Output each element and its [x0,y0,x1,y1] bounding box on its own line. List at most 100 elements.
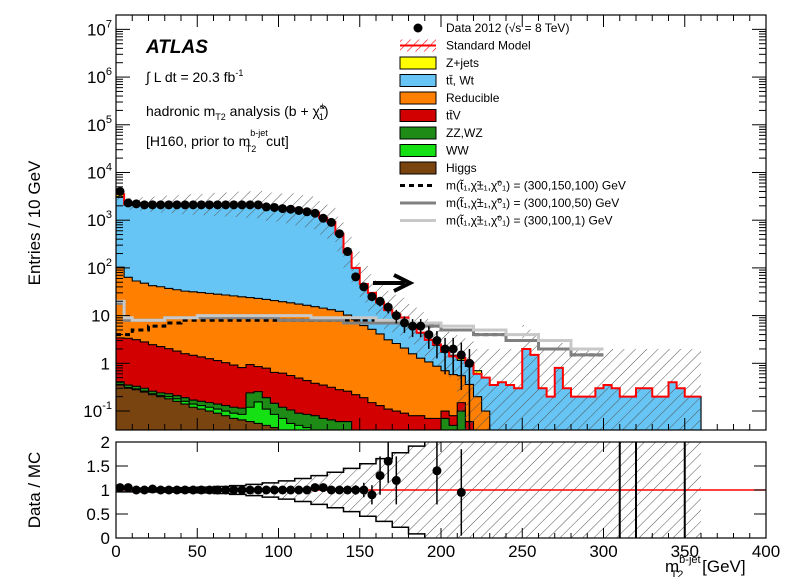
legend-swatch [399,161,437,175]
analysis-label: hadronic mT2 analysis (b + χ̃± 1) [146,101,329,122]
ratio-band-upper [116,442,426,489]
ratio-y-axis-title: Data / MC [25,452,44,529]
legend-item: m(t̃₁,χ̃±₁,χ̃⁰₁) = (300,100,1) GeV [400,213,613,228]
legend-label: Reducible [446,91,500,105]
main-plot: 10-1 1 10 102 103 104 105 106 107 ATLAS ∫ L dt =… [25,14,767,431]
region-label: [H160, prior to mb-jet T2 cut] [146,128,289,154]
legend-label: Higgs [446,161,477,175]
x-tick-label: 250 [508,542,536,561]
ratio-point [172,485,182,495]
data-point [172,200,182,210]
ratio-point [253,485,263,495]
data-point [229,200,239,210]
data-point [139,200,149,210]
ratio-point [196,485,206,495]
y-tick-label: 103 [87,209,112,230]
data-point [148,200,158,210]
ratio-point [123,483,133,493]
legend-label: tt̄V [446,109,461,123]
ratio-point [131,485,141,495]
x-tick-label: 400 [752,542,780,561]
legend-swatch [399,109,437,122]
legend-item: Standard Model [400,39,531,53]
ratio-point [343,485,353,495]
legend-item: tt̄V [399,109,461,123]
legend-swatch [399,56,437,70]
data-point [286,204,296,214]
ratio-y-tick-label: 2 [101,433,110,452]
cut-arrow [373,273,415,293]
ratio-y-tick-label: 0.5 [86,505,110,524]
legend-label: Standard Model [446,39,531,53]
x-tick-label: 50 [188,542,207,561]
atlas-label: ATLAS [145,37,208,58]
stack-higgs [116,384,288,430]
data-point [204,200,214,210]
data-point [464,358,474,368]
ratio-point [359,485,369,495]
legend-item: Z+jets [399,56,479,70]
ratio-point [302,485,312,495]
ratio-point [456,487,466,497]
legend-item: Higgs [399,161,477,175]
data-point [213,200,223,210]
legend-label: WW [446,144,469,158]
legend-label: tt̄, Wt [446,74,475,88]
data-point [416,321,426,331]
data-point [424,330,434,340]
data-point [432,336,442,346]
data-point [188,200,198,210]
legend-item: ZZ,WZ [399,126,483,140]
legend-label: m(t̃₁,χ̃±₁,χ̃⁰₁) = (300,100,50) GeV [446,195,619,210]
ratio-point [221,485,231,495]
y-axis-title: Entries / 10 GeV [25,160,44,285]
data-point [359,282,369,292]
data-point [391,311,401,321]
data-point [278,204,288,214]
data-point [399,318,409,328]
y-tick-label: 10 [91,307,110,326]
data-point [367,292,377,302]
y-tick-label: 106 [87,66,112,87]
data-point [375,296,385,306]
data-point [221,200,231,210]
data-point [440,344,450,354]
data-point [253,200,263,210]
x-tick-label: 300 [589,542,617,561]
data-point [180,200,190,210]
legend-label: m(t̃₁,χ̃±₁,χ̃⁰₁) = (300,100,1) GeV [446,213,613,228]
ratio-point [139,485,149,495]
legend: Data 2012 (√s = 8 TeV) Standard Model Z+je… [399,21,626,228]
legend-swatch [399,126,437,140]
y-tick-label: 1 [101,354,110,373]
data-point [318,213,328,223]
data-point [245,200,255,210]
ratio-point [294,485,304,495]
data-point [196,200,206,210]
x-tick-label: 350 [671,542,699,561]
legend-item: m(t̃₁,χ̃±₁,χ̃⁰₁) = (300,100,50) GeV [400,195,619,210]
ratio-point [334,485,344,495]
ratio-point [432,466,442,476]
data-point [448,344,458,354]
legend-label: ZZ,WZ [446,126,483,140]
ratio-point [261,485,271,495]
ratio-point [237,485,247,495]
legend-item: tt̄, Wt [399,74,475,88]
ratio-point [326,485,336,495]
ratio-point [188,485,198,495]
signal-2 [116,299,604,351]
data-point [156,200,166,210]
ratio-point [310,483,320,493]
legend-item: m(t̃₁,χ̃±₁,χ̃⁰₁) = (300,150,100) GeV [400,178,626,193]
ratio-point [148,484,158,494]
ratio-point [286,485,296,495]
legend-swatch [399,74,437,87]
ratio-point [116,483,125,493]
data-point [334,229,344,239]
ratio-point [318,483,328,493]
data-point [123,198,133,208]
x-tick-label: 200 [427,542,455,561]
legend-swatch [399,144,437,157]
